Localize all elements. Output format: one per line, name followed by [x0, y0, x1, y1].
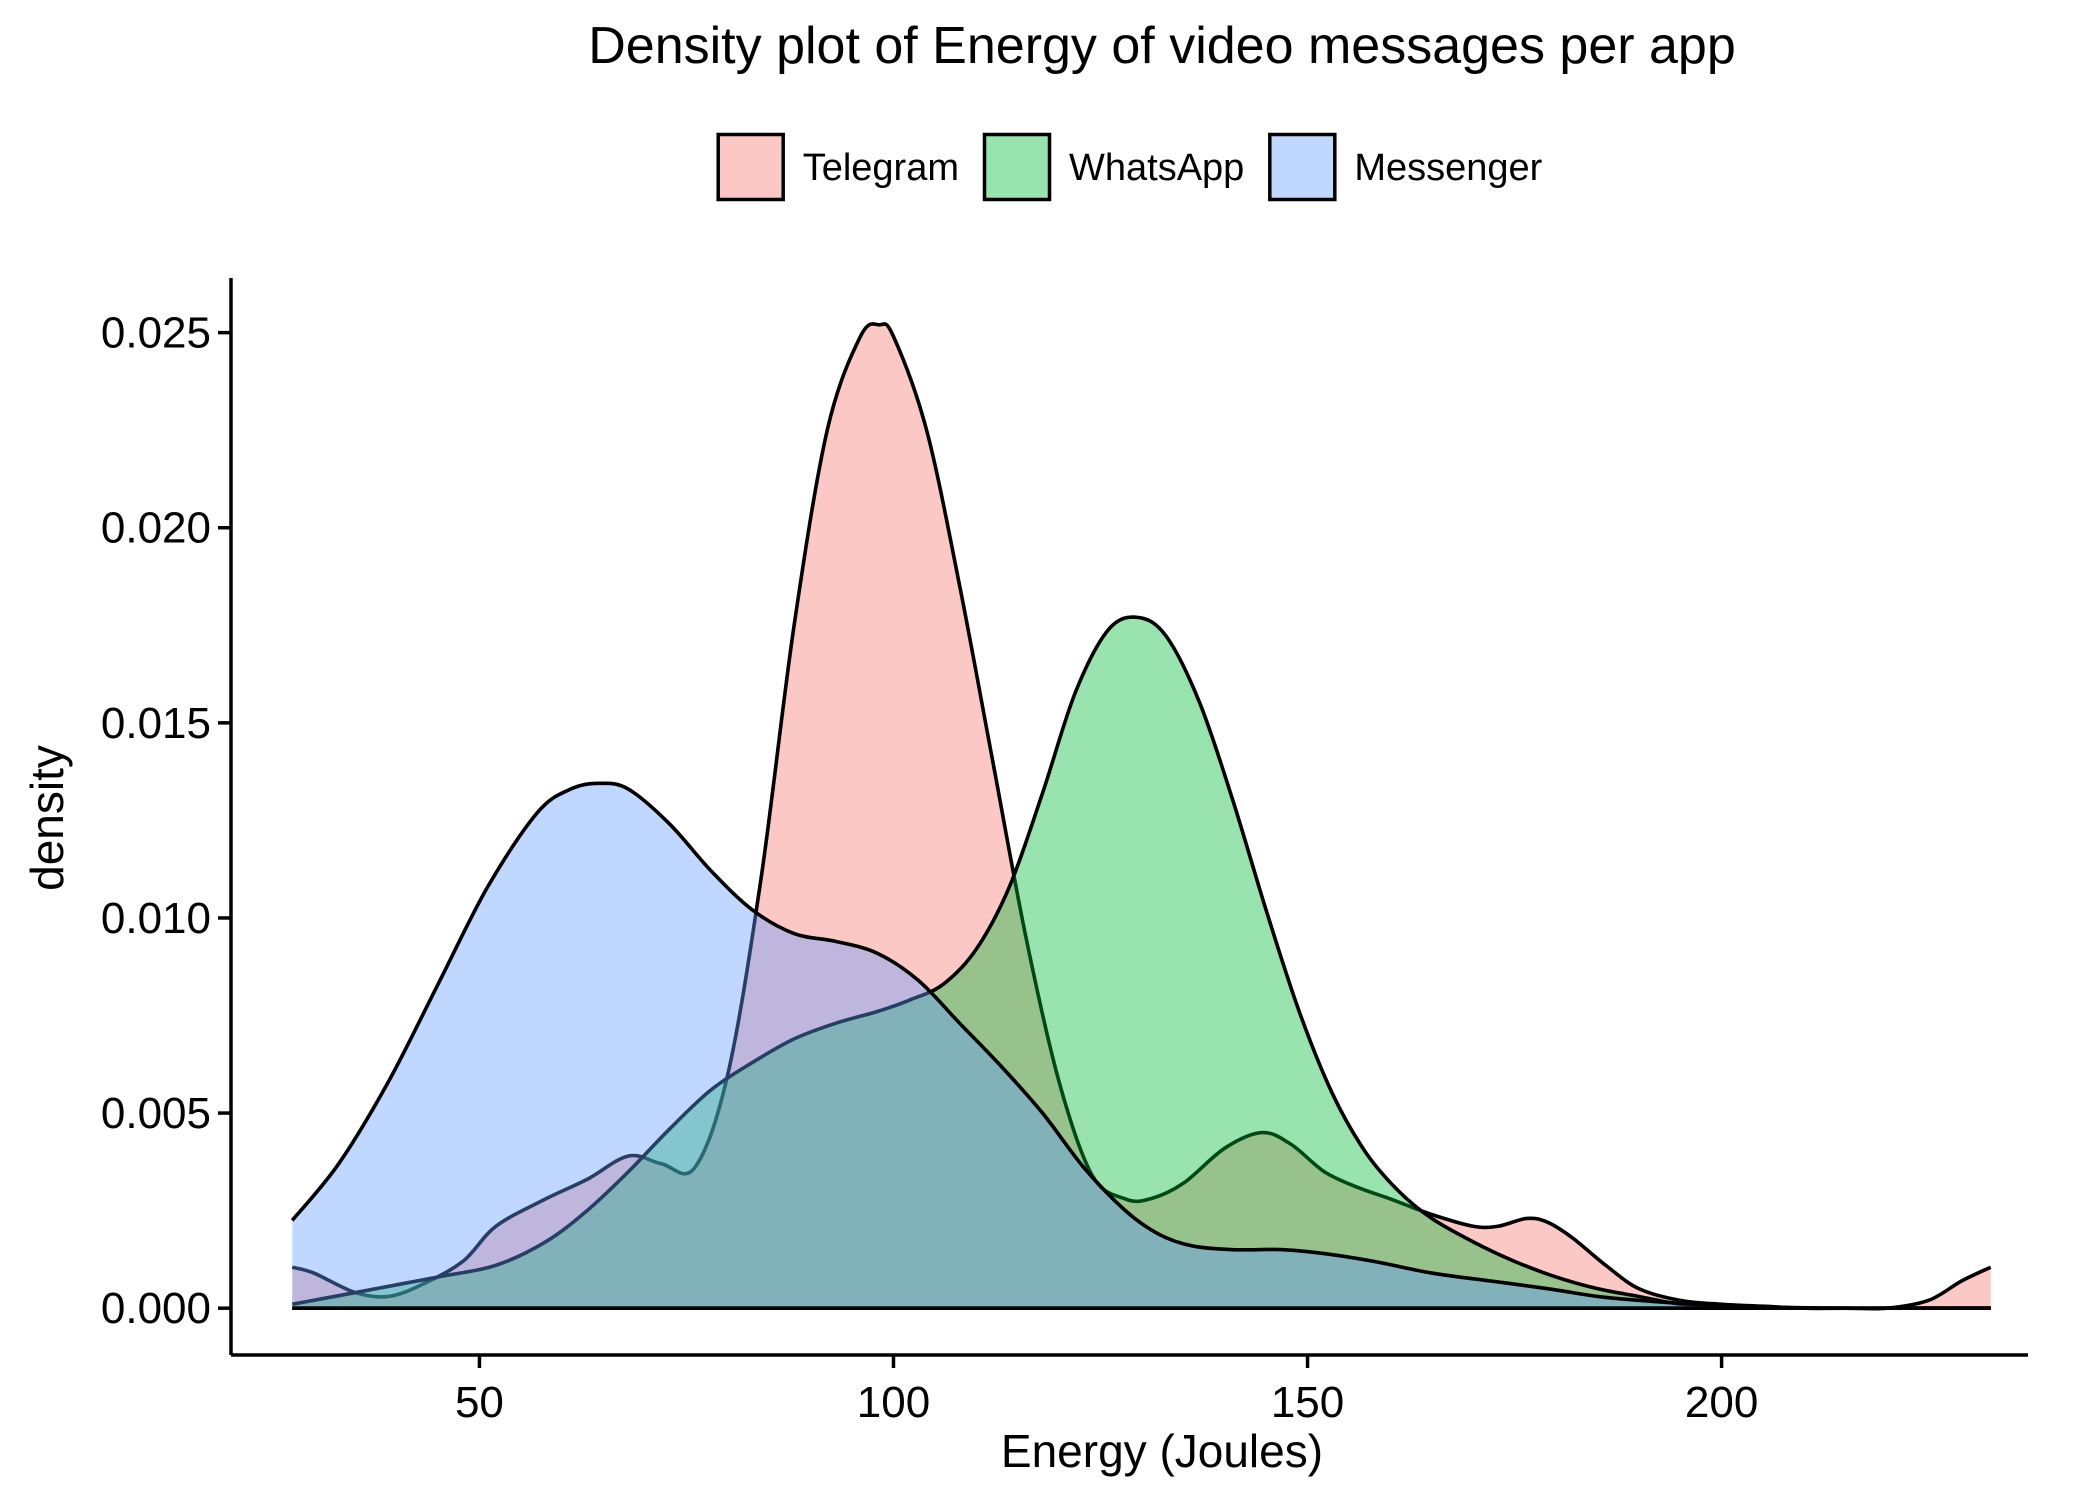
y-tick-label: 0.015 — [101, 699, 211, 748]
density-area-messenger — [292, 783, 1991, 1309]
legend-key-bg-whatsapp — [984, 134, 1050, 200]
legend-label: Telegram — [803, 147, 959, 189]
x-tick-label: 50 — [455, 1378, 504, 1427]
x-axis-ticks: 50 100 150 200 — [455, 1355, 1758, 1427]
chart-title: Density plot of Energy of video messages… — [588, 17, 1736, 75]
x-axis-title: Energy (Joules) — [1001, 1425, 1323, 1477]
y-tick-label: 0.010 — [101, 894, 211, 943]
legend: Telegram WhatsApp Messenger — [716, 132, 1543, 202]
x-tick-label: 150 — [1271, 1378, 1344, 1427]
density-line-messenger — [290, 781, 1991, 1311]
density-area-whatsapp — [292, 617, 1991, 1309]
x-tick-label: 200 — [1685, 1378, 1758, 1427]
density-line-telegram — [291, 322, 1992, 1311]
y-tick-label: 0.005 — [101, 1089, 211, 1138]
legend-key-messenger — [1268, 132, 1337, 202]
legend-label: WhatsApp — [1069, 147, 1244, 189]
legend-key-bg-telegram — [718, 134, 784, 200]
y-tick-label: 0.000 — [101, 1284, 211, 1333]
density-series-layer — [290, 322, 1992, 1311]
y-axis-title: density — [21, 745, 73, 891]
legend-key-whatsapp — [982, 132, 1052, 202]
y-axis-ticks: 0.000 0.005 0.010 0.015 0.020 0.025 — [101, 309, 231, 1333]
x-tick-label: 100 — [857, 1378, 930, 1427]
y-tick-label: 0.025 — [101, 309, 211, 358]
y-tick-label: 0.020 — [101, 504, 211, 553]
legend-key-bg-messenger — [1269, 134, 1335, 200]
legend-key-telegram — [716, 132, 785, 202]
legend-label: Messenger — [1354, 147, 1542, 189]
density-line-whatsapp — [291, 615, 1991, 1311]
